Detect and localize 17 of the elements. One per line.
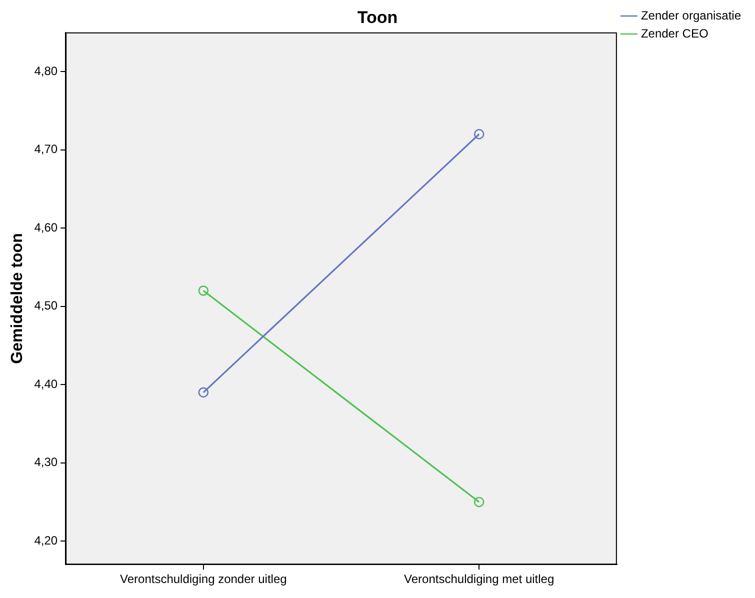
y-tick-label: 4,20 bbox=[34, 533, 58, 548]
point bbox=[198, 286, 209, 296]
y-axis-title: Gemiddelde toon bbox=[9, 233, 26, 364]
x-tick-label: Verontschuldiging zonder uitleg bbox=[120, 572, 287, 586]
y-tick-label: 4,60 bbox=[34, 220, 58, 234]
y-tick-label: 4,70 bbox=[34, 142, 58, 156]
legend-label: Zender organisatie bbox=[640, 8, 742, 22]
point bbox=[198, 387, 209, 398]
y-tick-label: 4,30 bbox=[34, 455, 58, 470]
chart-title: Toon bbox=[357, 8, 398, 27]
legend-label: Zender CEO bbox=[640, 26, 708, 40]
y-tick-label: 4,80 bbox=[34, 64, 58, 78]
y-tick-label: 4,40 bbox=[34, 376, 58, 391]
y-tick-label: 4,50 bbox=[34, 298, 58, 313]
point bbox=[474, 128, 484, 140]
x-tick-label: Verontschuldiging met uitleg bbox=[404, 572, 554, 586]
point bbox=[474, 496, 484, 508]
